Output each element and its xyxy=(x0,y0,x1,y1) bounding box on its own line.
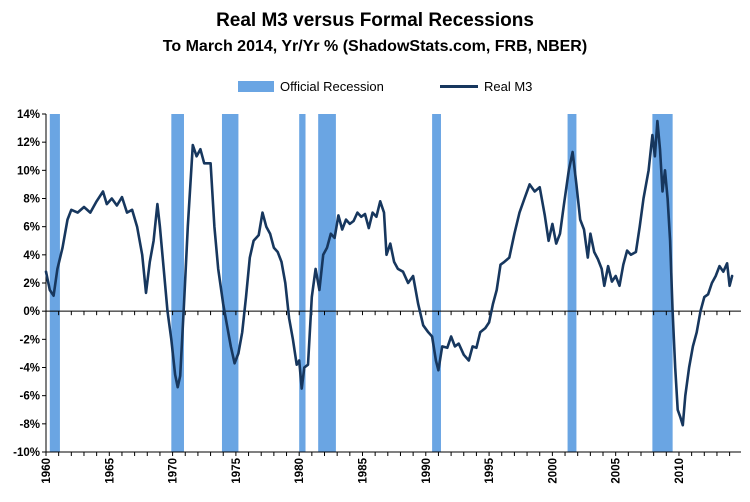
x-tick-label: 2010 xyxy=(674,458,686,484)
x-tick-label: 1995 xyxy=(484,457,496,483)
recession-band xyxy=(652,114,673,452)
y-tick-label: -6% xyxy=(20,391,40,403)
x-tick-label: 2005 xyxy=(611,457,623,483)
recession-band xyxy=(318,114,336,452)
y-tick-label: 4% xyxy=(23,250,40,262)
recession-band xyxy=(171,114,184,452)
x-tick-label: 2000 xyxy=(547,458,559,484)
y-tick-label: -8% xyxy=(20,419,40,431)
y-tick-label: 12% xyxy=(17,137,40,149)
x-tick-label: 1990 xyxy=(421,458,433,484)
x-tick-label: 1960 xyxy=(41,458,53,484)
legend-label-real-m3: Real M3 xyxy=(484,79,532,94)
y-tick-label: 8% xyxy=(23,194,40,206)
y-tick-label: 0% xyxy=(23,306,40,318)
recession-band xyxy=(432,114,441,452)
x-tick-label: 1980 xyxy=(294,458,306,484)
series-layer xyxy=(44,119,734,427)
recession-band xyxy=(299,114,306,452)
y-tick-label: 2% xyxy=(23,278,40,290)
y-tick-label: -2% xyxy=(20,334,40,346)
x-tick-label: 1970 xyxy=(168,458,180,484)
y-tick-label: -10% xyxy=(13,447,40,459)
legend-label-recession: Official Recession xyxy=(280,79,384,94)
legend-swatch-recession xyxy=(238,81,274,92)
x-tick-label: 1985 xyxy=(357,457,369,483)
y-tick-label: 10% xyxy=(17,165,40,177)
axes: -10% -8% -6% -4% -2% 0% 2% 4% 6% 8% 10% 12% 14% 1960 1… xyxy=(13,109,741,484)
recession-bands xyxy=(49,114,673,452)
series-line-real-m3 xyxy=(44,119,734,427)
x-tick-label: 1965 xyxy=(104,457,116,483)
recession-band xyxy=(221,114,239,452)
recession-band xyxy=(567,114,577,452)
legend: Official Recession Real M3 xyxy=(238,79,532,94)
x-tick-label: 1975 xyxy=(231,457,243,483)
chart-title: Real M3 versus Formal Recessions xyxy=(216,10,534,31)
chart-subtitle: To March 2014, Yr/Yr % (ShadowStats.com,… xyxy=(162,38,588,55)
y-tick-label: 14% xyxy=(17,109,40,121)
y-tick-label: -4% xyxy=(20,363,40,375)
y-tick-label: 6% xyxy=(23,222,40,234)
